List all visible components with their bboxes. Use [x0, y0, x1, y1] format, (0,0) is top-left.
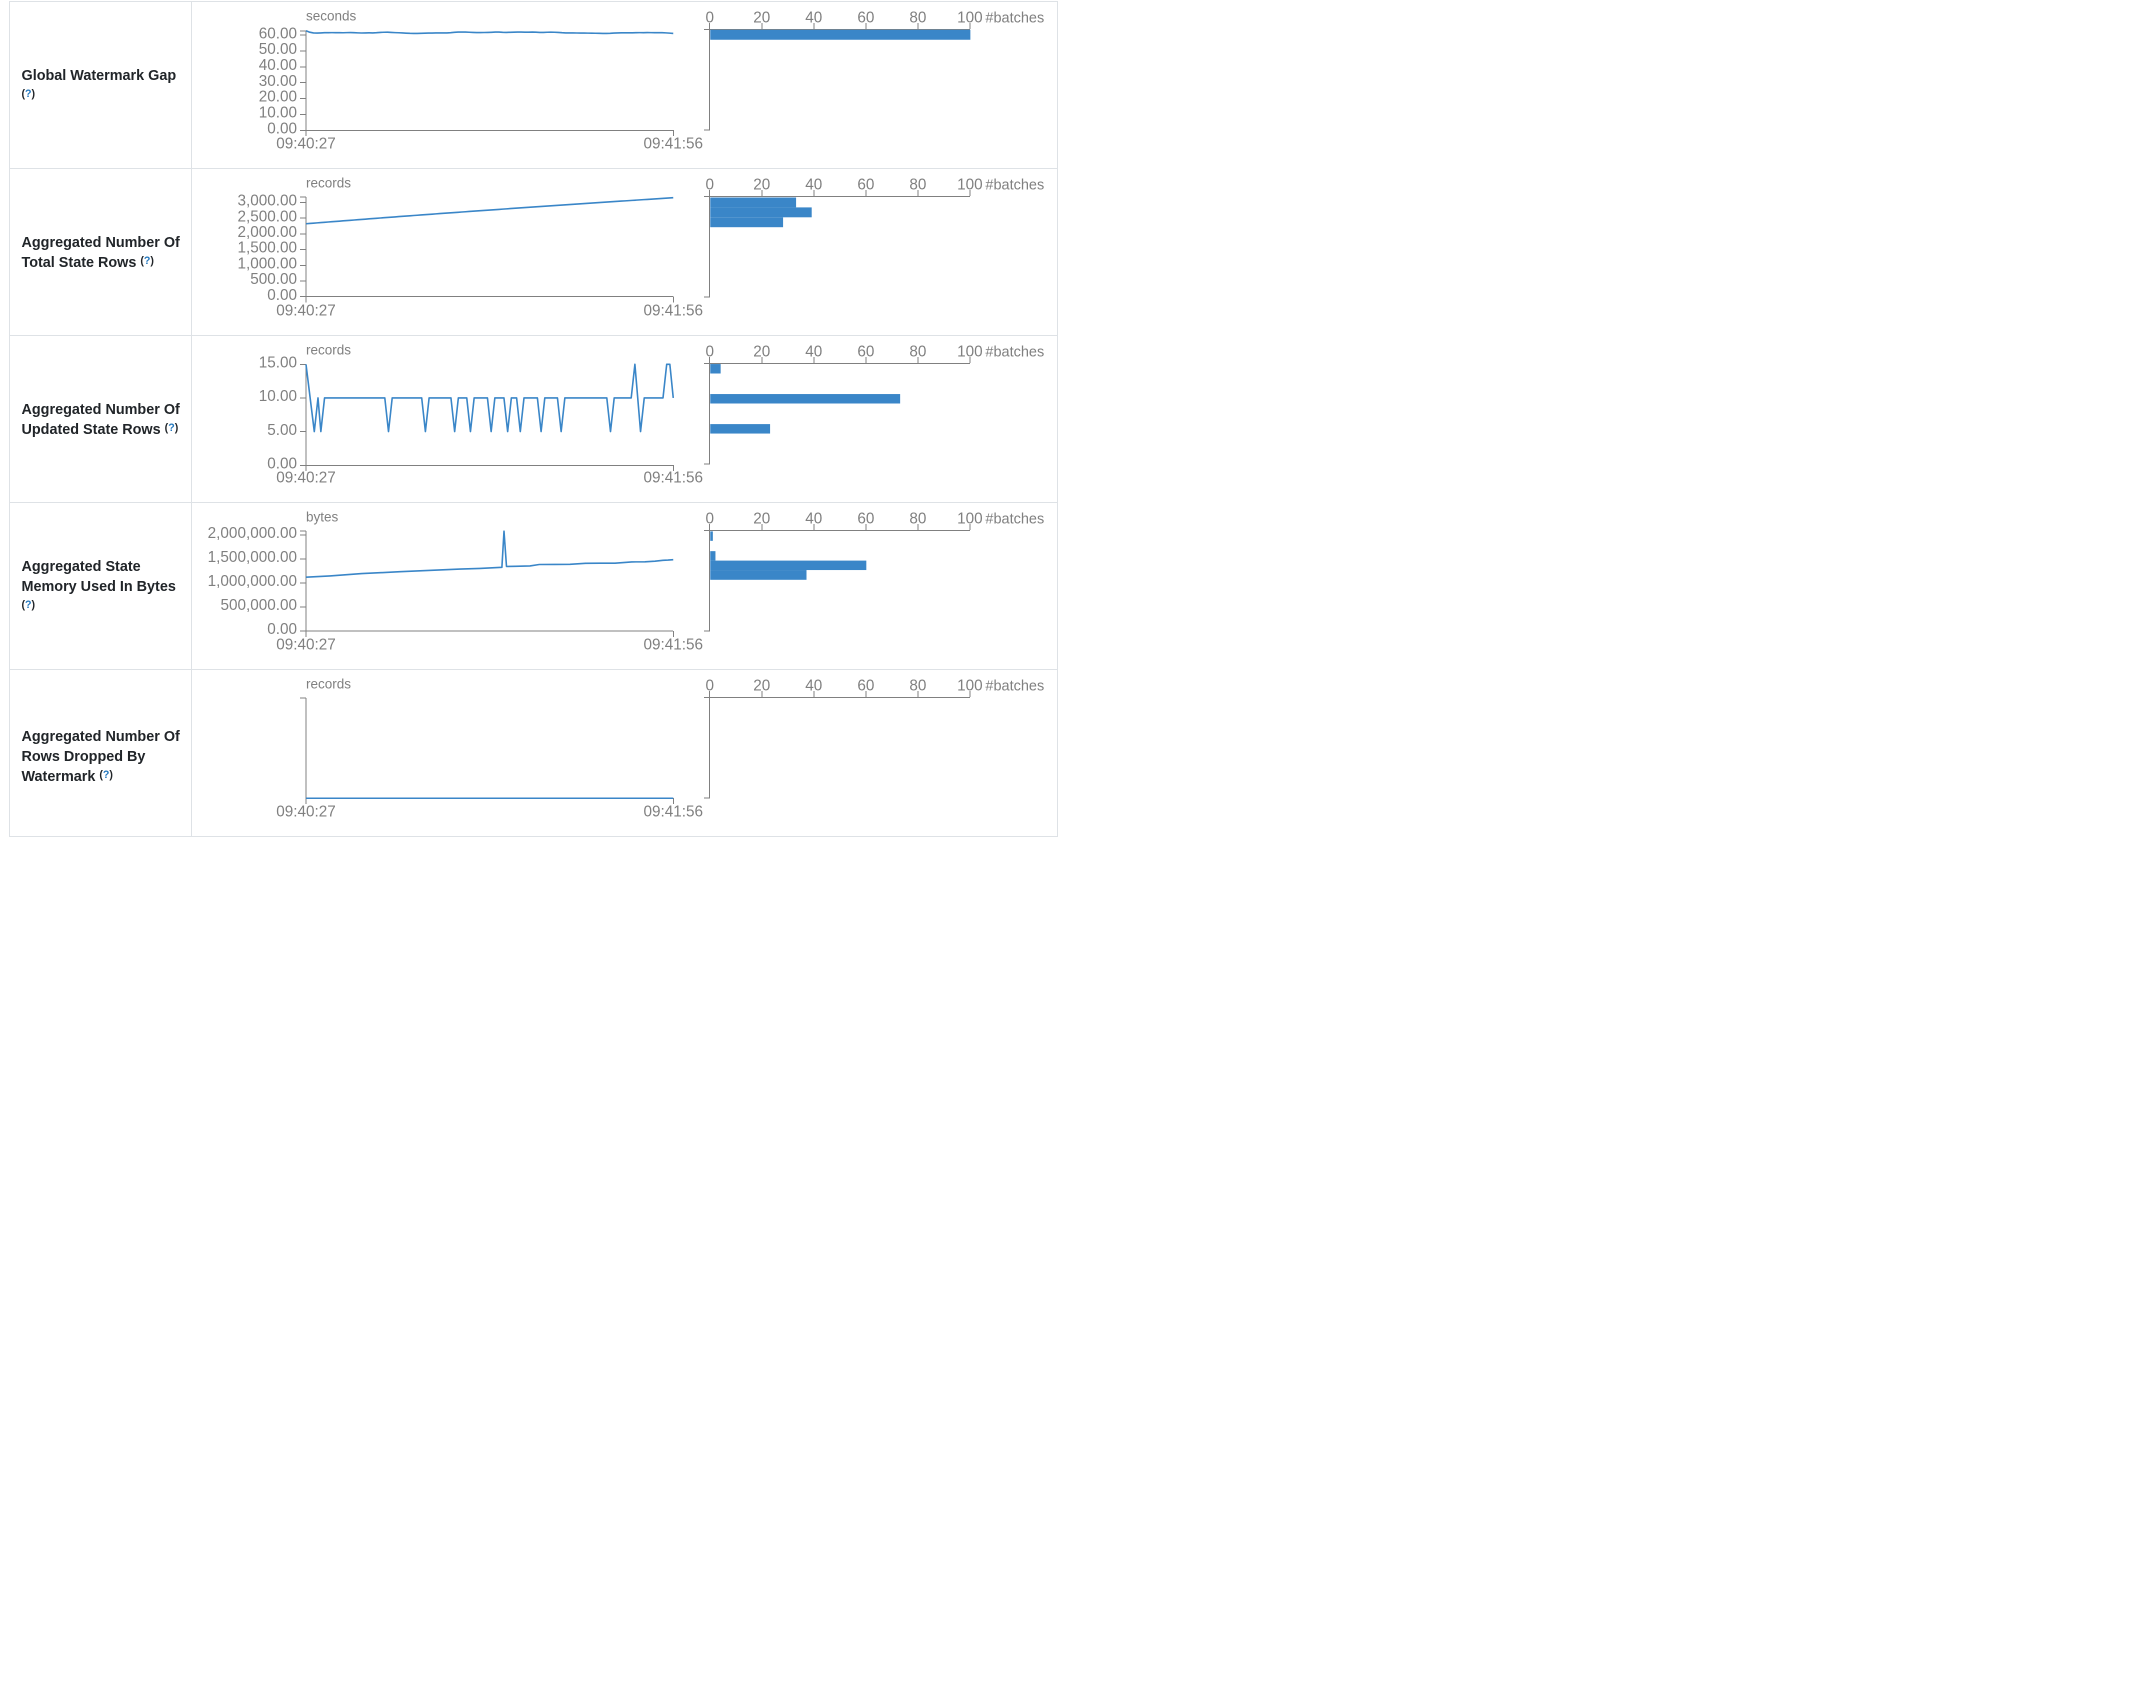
svg-text:09:40:27: 09:40:27 — [276, 470, 336, 487]
svg-text:1,500,000.00: 1,500,000.00 — [208, 549, 297, 566]
svg-text:60: 60 — [857, 10, 874, 27]
svg-text:0.00: 0.00 — [267, 455, 297, 472]
svg-text:#batches: #batches — [985, 178, 1044, 194]
svg-text:records: records — [306, 343, 351, 358]
svg-text:40: 40 — [805, 177, 822, 194]
svg-text:500.00: 500.00 — [250, 271, 297, 288]
svg-text:09:41:56: 09:41:56 — [643, 136, 703, 153]
svg-text:bytes: bytes — [306, 510, 339, 525]
svg-text:09:40:27: 09:40:27 — [276, 637, 336, 654]
svg-text:0.00: 0.00 — [267, 287, 297, 304]
svg-text:09:41:56: 09:41:56 — [643, 470, 703, 487]
svg-text:1,000,000.00: 1,000,000.00 — [208, 573, 297, 590]
svg-text:20.00: 20.00 — [259, 89, 297, 106]
svg-text:40: 40 — [805, 10, 822, 27]
svg-text:80: 80 — [909, 10, 926, 27]
svg-text:20: 20 — [753, 511, 770, 528]
svg-text:0: 0 — [705, 344, 714, 361]
svg-text:3,000.00: 3,000.00 — [237, 193, 297, 210]
svg-text:09:41:56: 09:41:56 — [643, 804, 703, 821]
svg-text:60: 60 — [857, 678, 874, 695]
svg-text:80: 80 — [909, 678, 926, 695]
svg-text:09:41:56: 09:41:56 — [643, 637, 703, 654]
svg-text:80: 80 — [909, 511, 926, 528]
svg-text:20: 20 — [753, 177, 770, 194]
svg-text:40: 40 — [805, 678, 822, 695]
svg-text:0: 0 — [705, 10, 714, 27]
svg-text:seconds: seconds — [306, 9, 357, 24]
svg-text:100: 100 — [957, 344, 983, 361]
svg-text:60: 60 — [857, 344, 874, 361]
svg-text:records: records — [306, 677, 351, 692]
svg-text:0: 0 — [705, 177, 714, 194]
svg-text:20: 20 — [753, 10, 770, 27]
svg-text:#batches: #batches — [985, 679, 1044, 695]
svg-text:60.00: 60.00 — [259, 25, 297, 42]
svg-text:0.00: 0.00 — [267, 621, 297, 638]
svg-text:0: 0 — [705, 678, 714, 695]
svg-text:#batches: #batches — [985, 11, 1044, 27]
svg-text:20: 20 — [753, 344, 770, 361]
svg-text:09:40:27: 09:40:27 — [276, 136, 336, 153]
svg-text:#batches: #batches — [985, 345, 1044, 361]
svg-text:100: 100 — [957, 177, 983, 194]
svg-text:40: 40 — [805, 344, 822, 361]
svg-text:#batches: #batches — [985, 512, 1044, 528]
svg-text:1,500.00: 1,500.00 — [237, 240, 297, 257]
svg-text:100: 100 — [957, 10, 983, 27]
svg-text:2,500.00: 2,500.00 — [237, 208, 297, 225]
svg-text:80: 80 — [909, 177, 926, 194]
svg-text:09:40:27: 09:40:27 — [276, 303, 336, 320]
svg-text:09:40:27: 09:40:27 — [276, 804, 336, 821]
svg-text:09:41:56: 09:41:56 — [643, 303, 703, 320]
svg-text:10.00: 10.00 — [259, 105, 297, 122]
svg-text:0: 0 — [705, 511, 714, 528]
svg-text:1,000.00: 1,000.00 — [237, 255, 297, 272]
svg-text:50.00: 50.00 — [259, 41, 297, 58]
svg-text:0.00: 0.00 — [267, 120, 297, 137]
svg-text:40.00: 40.00 — [259, 57, 297, 74]
svg-text:100: 100 — [957, 678, 983, 695]
svg-text:40: 40 — [805, 511, 822, 528]
svg-text:60: 60 — [857, 177, 874, 194]
svg-text:2,000,000.00: 2,000,000.00 — [208, 525, 297, 542]
svg-text:10.00: 10.00 — [259, 388, 297, 405]
svg-text:80: 80 — [909, 344, 926, 361]
svg-text:100: 100 — [957, 511, 983, 528]
svg-text:30.00: 30.00 — [259, 73, 297, 90]
svg-text:2,000.00: 2,000.00 — [237, 224, 297, 241]
svg-text:20: 20 — [753, 678, 770, 695]
svg-text:records: records — [306, 176, 351, 191]
svg-text:15.00: 15.00 — [259, 355, 297, 372]
svg-text:60: 60 — [857, 511, 874, 528]
svg-text:500,000.00: 500,000.00 — [220, 597, 297, 614]
svg-text:5.00: 5.00 — [267, 422, 297, 439]
